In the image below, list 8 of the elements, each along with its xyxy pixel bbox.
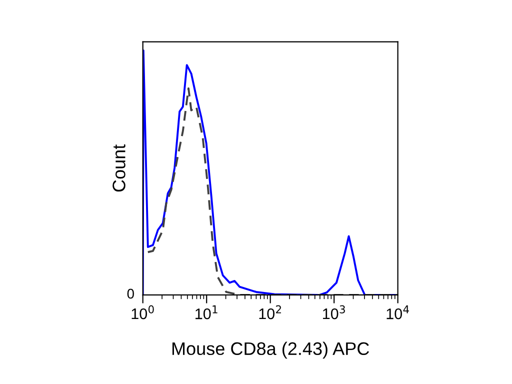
x-tick-label: 10$^{1}$ xyxy=(196,305,218,320)
x-tick-label: 10$^{3}$ xyxy=(323,305,345,320)
x-tick-label: 10$^{0}$ xyxy=(132,305,154,320)
x-tick-label: 10$^{4}$ xyxy=(386,305,409,320)
x-tick-label: 10$^{2}$ xyxy=(259,305,281,320)
x-axis-title: Mouse CD8a (2.43) APC xyxy=(172,342,370,359)
text: 0 xyxy=(127,288,134,299)
y-axis-title: Count xyxy=(112,144,126,192)
